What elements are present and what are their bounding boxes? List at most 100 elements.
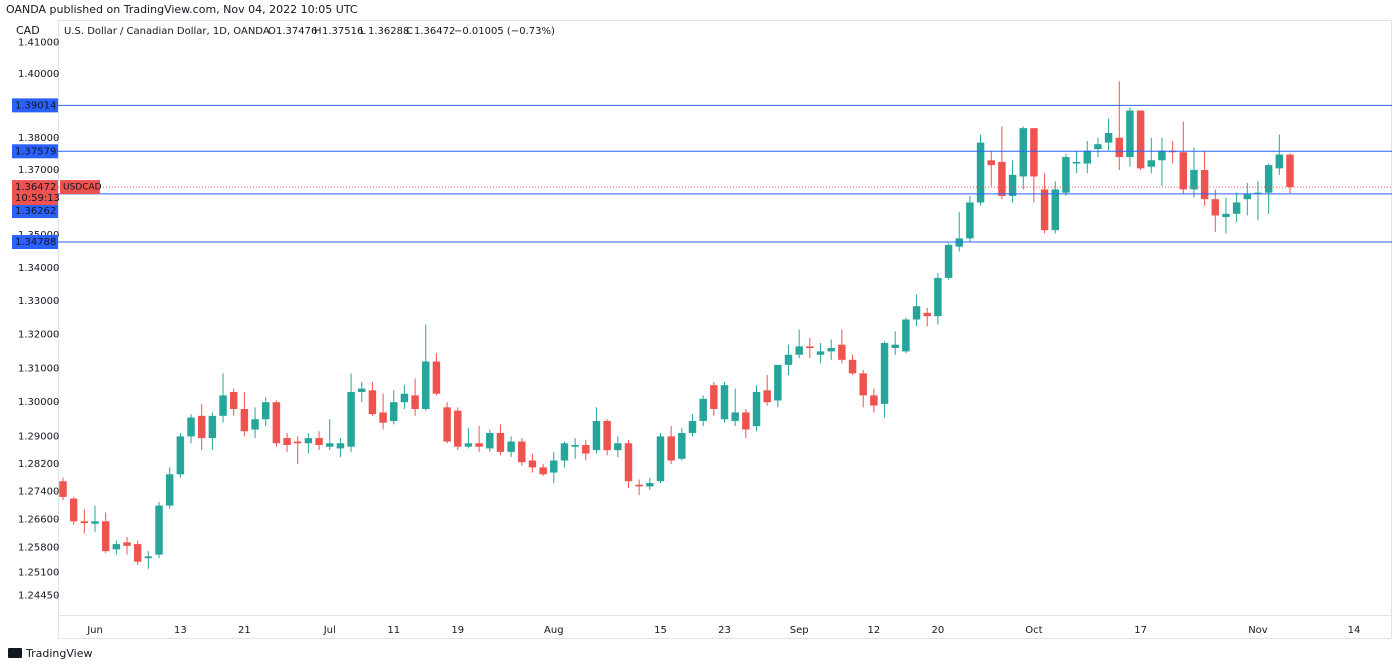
candle-body (1115, 137, 1124, 158)
x-tick-label: 15 (654, 625, 667, 636)
candle-body (998, 161, 1006, 196)
candle-body (848, 359, 857, 374)
candle-body (432, 361, 441, 394)
ohlc-key: C (406, 26, 413, 37)
candle-body (315, 438, 323, 445)
candle-body (464, 443, 473, 447)
candle-body (550, 460, 558, 473)
tv-logo (8, 648, 22, 658)
x-tick-label: Sep (790, 625, 809, 636)
candle-body (1190, 169, 1198, 190)
x-tick-label: Aug (544, 625, 564, 636)
candle-body (827, 348, 835, 352)
candle-body (1147, 160, 1156, 167)
candle-body (229, 391, 238, 410)
candle-body (603, 420, 611, 451)
candle-body (880, 342, 889, 404)
price-line-label: 1.36262 (15, 206, 56, 217)
candle-body (667, 436, 675, 461)
candle-body (614, 443, 622, 451)
candle-body (1094, 144, 1102, 150)
candle-body (240, 409, 249, 432)
y-tick-label: 1.25100 (18, 567, 59, 578)
candle-body (763, 390, 771, 403)
ohlc-key: L (360, 26, 366, 37)
candle-body (208, 415, 217, 439)
candle-body (806, 346, 814, 349)
candle-body (1232, 202, 1241, 214)
candle-body (165, 474, 174, 506)
brand: TradingView (25, 647, 92, 660)
candle-body (902, 319, 910, 352)
candle-body (1008, 174, 1017, 196)
candle-body (891, 344, 899, 349)
y-tick-label: 1.24450 (18, 590, 59, 601)
candle-body (934, 277, 942, 317)
y-tick-label: 1.31000 (18, 363, 59, 374)
x-tick-label: 20 (932, 625, 945, 636)
candle-body (635, 484, 643, 487)
candle-body (870, 395, 878, 406)
chart-title: U.S. Dollar / Canadian Dollar, 1D, OANDA (64, 26, 270, 37)
y-tick-label: 1.28200 (18, 459, 59, 470)
candle-body (539, 467, 547, 475)
candle-body (69, 498, 78, 522)
candle-body (1062, 157, 1070, 193)
y-tick-label: 1.26600 (18, 515, 59, 526)
candle-body (496, 432, 505, 452)
x-tick-label: 23 (718, 625, 731, 636)
candle-body (422, 361, 430, 410)
y-tick-label: 1.32000 (18, 330, 59, 341)
candle-body (197, 415, 206, 439)
candle-body (187, 417, 195, 437)
candle-body (1200, 169, 1209, 200)
candle-body (699, 398, 707, 421)
candle-body (219, 395, 227, 416)
price-line-label: 1.34788 (15, 237, 56, 248)
price-line-label: 1.39014 (15, 100, 56, 111)
ohlc-key: O (268, 26, 276, 37)
y-tick-label: 1.30000 (18, 397, 59, 408)
candle-body (528, 460, 537, 468)
ohlc-value: 1.37516 (322, 26, 363, 37)
candle-body (336, 443, 345, 449)
candle-body (688, 420, 697, 433)
y-tick-label: 1.29000 (18, 431, 59, 442)
candle-body (1158, 150, 1166, 161)
y-tick-label: 1.27400 (18, 487, 59, 498)
candle-body (133, 544, 142, 562)
candle-body (710, 385, 718, 410)
candle-body (966, 202, 974, 239)
candle-body (326, 443, 334, 447)
candle-body (1040, 189, 1049, 231)
candle-body (1179, 152, 1188, 190)
candle-body (261, 402, 270, 420)
candle-body (293, 441, 302, 444)
candle-body (976, 142, 985, 203)
candle-body (571, 444, 579, 447)
candle-body (582, 444, 590, 454)
x-tick-label: Oct (1025, 625, 1042, 636)
candle-body (518, 441, 526, 463)
candle-body (1222, 213, 1230, 218)
candle-body (123, 542, 131, 546)
price-line-box (12, 98, 58, 113)
candle-body (390, 402, 398, 421)
candle-body (144, 556, 153, 559)
candle-body (1126, 110, 1134, 158)
candle-body (624, 443, 633, 482)
candle-body (1211, 199, 1220, 216)
candle-body (784, 354, 793, 365)
y-tick-label: 1.41000 (18, 38, 59, 49)
y-tick-label: 1.33000 (18, 296, 59, 307)
candle-body (304, 438, 313, 444)
candle-body (443, 407, 451, 442)
candle-body (112, 544, 121, 550)
candle-body (1286, 154, 1294, 188)
x-tick-label: Nov (1248, 625, 1268, 636)
candle-body (816, 351, 825, 355)
candle-body (1083, 150, 1091, 164)
last-price-label: 1.36472 (15, 182, 56, 193)
